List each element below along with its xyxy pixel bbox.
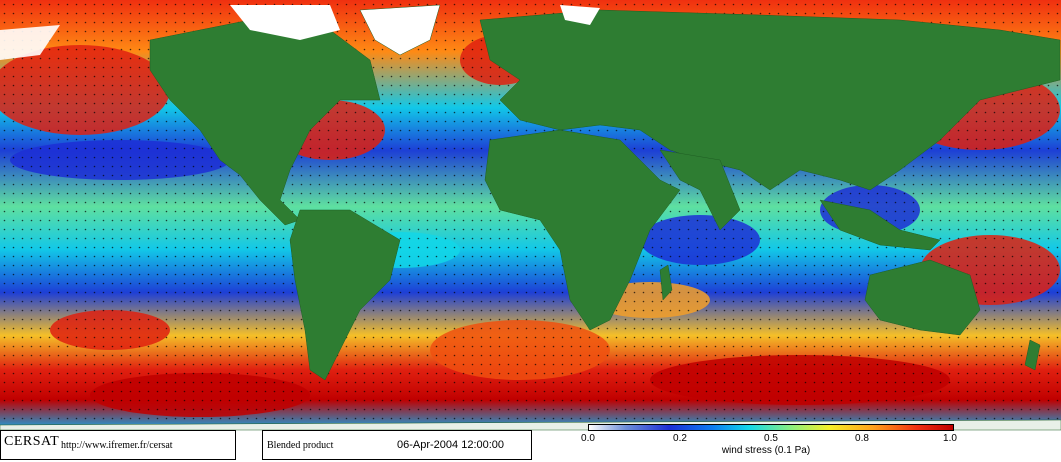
colorbar-legend: 0.0 0.2 0.5 0.8 1.0 wind stress (0.1 Pa)	[581, 424, 957, 462]
colorbar-tick: 0.8	[855, 433, 869, 444]
africa	[484, 129, 681, 331]
se-asia-islands	[819, 199, 941, 251]
eurasia	[479, 9, 1061, 191]
new-zealand	[1024, 339, 1041, 371]
south-america	[289, 209, 401, 381]
colorbar-gradient	[588, 424, 954, 431]
south-asia	[659, 149, 741, 231]
cersat-logo: CERSAT	[4, 434, 60, 449]
brand-box: CERSAT http://www.ifremer.fr/cersat	[0, 430, 236, 460]
colorbar-tick: 1.0	[943, 433, 957, 444]
product-label: Blended product	[267, 440, 334, 451]
colorbar-label: wind stress (0.1 Pa)	[721, 445, 811, 456]
north-america	[149, 19, 381, 226]
product-datetime: 06-Apr-2004 12:00:00	[397, 439, 505, 451]
greenland	[359, 4, 441, 56]
australia	[864, 259, 981, 336]
colorbar-tick: 0.5	[764, 433, 778, 444]
colorbar-tick: 0.0	[581, 433, 595, 444]
source-url[interactable]: http://www.ifremer.fr/cersat	[61, 440, 173, 451]
colorbar-tick: 0.2	[673, 433, 687, 444]
product-box: Blended product 06-Apr-2004 12:00:00	[262, 430, 532, 460]
land-masses	[0, 4, 1061, 431]
madagascar	[659, 264, 673, 301]
ice-caps	[0, 5, 600, 60]
